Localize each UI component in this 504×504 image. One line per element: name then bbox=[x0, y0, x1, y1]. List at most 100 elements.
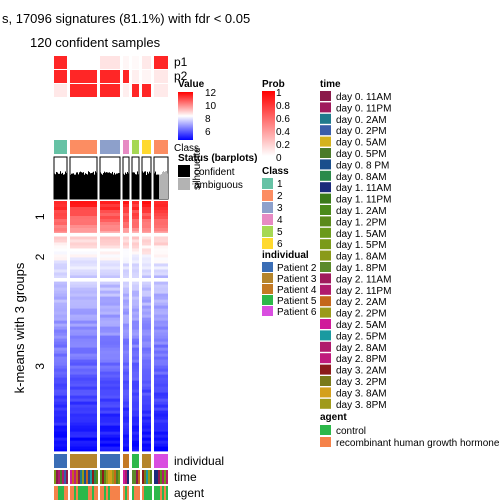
heatmap-cell bbox=[123, 257, 129, 261]
heatmap-cell bbox=[154, 338, 168, 342]
heatmap-cell bbox=[154, 281, 168, 285]
heatmap-cell bbox=[70, 245, 97, 249]
heatmap-cell bbox=[142, 422, 151, 426]
individual-cell bbox=[142, 454, 151, 468]
heatmap-cell bbox=[142, 308, 151, 312]
time-cell bbox=[92, 470, 94, 484]
heatmap-cell bbox=[54, 386, 67, 390]
heatmap-cell bbox=[142, 207, 151, 211]
heatmap-cell bbox=[54, 302, 67, 306]
status-swatch-confident bbox=[178, 165, 190, 177]
heatmap-cell bbox=[154, 422, 168, 426]
time-swatch bbox=[320, 364, 331, 375]
silhouette-bar bbox=[104, 171, 105, 199]
row-group-labels: 1 2 3 bbox=[33, 213, 47, 370]
prob-cell bbox=[70, 56, 97, 69]
heatmap-cell bbox=[142, 222, 151, 226]
individual-swatch bbox=[262, 262, 273, 272]
heatmap-cell bbox=[70, 323, 97, 327]
heatmap-cell bbox=[132, 356, 139, 360]
silhouette-bar bbox=[76, 172, 77, 199]
heatmap-cell bbox=[123, 359, 129, 363]
heatmap-cell bbox=[132, 263, 139, 267]
heatmap-cell bbox=[70, 299, 97, 303]
prob-cell bbox=[54, 84, 67, 97]
agent-cell bbox=[164, 486, 166, 500]
heatmap-cell bbox=[132, 341, 139, 345]
heatmap-cell bbox=[132, 204, 139, 208]
heatmap-cell bbox=[54, 338, 67, 342]
silhouette-bar bbox=[88, 171, 89, 199]
prob-cell bbox=[154, 56, 168, 69]
heatmap-cell bbox=[100, 353, 120, 357]
heatmap-cell bbox=[132, 374, 139, 378]
heatmap-cell bbox=[70, 314, 97, 318]
silhouette-barplot bbox=[53, 156, 169, 200]
silhouette-bar bbox=[57, 172, 58, 199]
time-swatch bbox=[320, 91, 331, 101]
agent-cell bbox=[142, 486, 144, 500]
time-legend-item: day 1. 8PM bbox=[336, 263, 387, 274]
time-swatch bbox=[320, 284, 331, 295]
silhouette-bar bbox=[162, 172, 163, 199]
heatmap-cell bbox=[123, 210, 129, 214]
heatmap-cell bbox=[54, 404, 67, 408]
heatmap-cell bbox=[123, 344, 129, 348]
heatmap-cell bbox=[70, 326, 97, 330]
heatmap-cell bbox=[54, 359, 67, 363]
heatmap-cell bbox=[70, 398, 97, 402]
heatmap-cell bbox=[154, 207, 168, 211]
time-swatch bbox=[320, 330, 331, 341]
heatmap-cell bbox=[142, 377, 151, 381]
time-legend-item: day 3. 2PM bbox=[336, 377, 387, 388]
silhouette-bar bbox=[87, 174, 88, 199]
heatmap-cell bbox=[54, 284, 67, 288]
heatmap-cell bbox=[142, 231, 151, 233]
silhouette-bar bbox=[96, 172, 97, 199]
heatmap-cell bbox=[132, 389, 139, 393]
heatmap-cell bbox=[142, 407, 151, 411]
heatmap-cell bbox=[154, 443, 168, 447]
time-legend-item: day 0. 8 PM bbox=[336, 160, 389, 171]
heatmap-cell bbox=[70, 210, 97, 214]
time-legend-item: day 1. 11PM bbox=[336, 195, 391, 206]
heatmap-cell bbox=[70, 204, 97, 208]
heatmap-cell bbox=[70, 347, 97, 351]
heatmap-cell bbox=[123, 296, 129, 300]
agent-cell bbox=[166, 486, 168, 500]
heatmap-cell bbox=[54, 449, 67, 452]
prob-cell bbox=[100, 84, 120, 97]
time-cell bbox=[74, 470, 76, 484]
heatmap-cell bbox=[132, 317, 139, 321]
heatmap-cell bbox=[132, 425, 139, 429]
heatmap-cell bbox=[54, 347, 67, 351]
silhouette-bar bbox=[74, 174, 75, 199]
heatmap-cell bbox=[54, 242, 67, 246]
heatmap-cell bbox=[70, 446, 97, 450]
time-cell bbox=[64, 470, 66, 484]
silhouette-bar bbox=[137, 171, 138, 199]
time-swatch bbox=[320, 125, 331, 136]
heatmap-cell bbox=[54, 335, 67, 339]
heatmap-cell bbox=[132, 296, 139, 300]
heatmap-cell bbox=[132, 219, 139, 223]
heatmap-cell bbox=[142, 284, 151, 288]
heatmap-cell bbox=[123, 254, 129, 258]
heatmap-cell bbox=[54, 374, 67, 378]
class-swatch bbox=[262, 238, 273, 249]
silhouette-bar bbox=[110, 173, 111, 199]
agent-cell bbox=[84, 486, 86, 500]
heatmap-cell bbox=[100, 228, 120, 232]
heatmap-cell bbox=[123, 368, 129, 372]
heatmap-cell bbox=[154, 242, 168, 246]
heatmap-cell bbox=[70, 434, 97, 438]
heatmap-cell bbox=[154, 272, 168, 276]
heatmap-cell bbox=[123, 236, 129, 240]
heatmap-cell bbox=[123, 338, 129, 342]
heatmap-cell bbox=[142, 302, 151, 306]
heatmap-cell bbox=[54, 425, 67, 429]
heatmap-cell bbox=[142, 419, 151, 423]
class-cell bbox=[70, 140, 97, 154]
heatmap-cell bbox=[123, 311, 129, 315]
heatmap-cell bbox=[132, 404, 139, 408]
